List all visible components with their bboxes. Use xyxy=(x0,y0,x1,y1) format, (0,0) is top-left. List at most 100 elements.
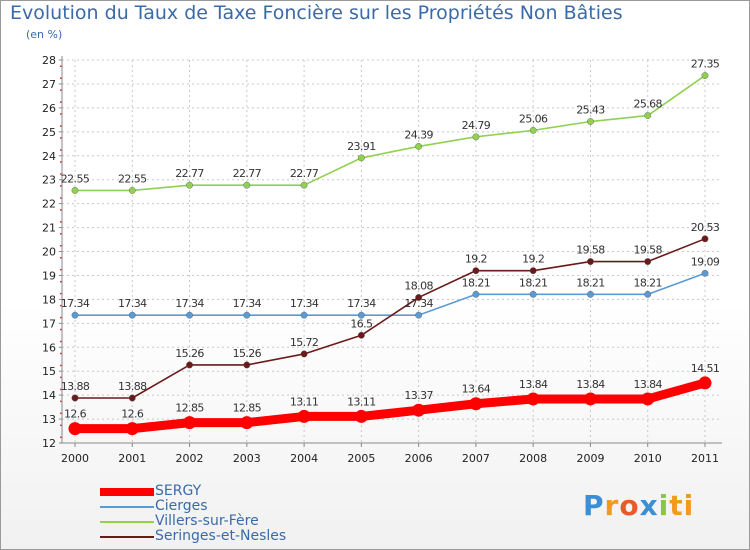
x-tick-label: 2002 xyxy=(176,452,204,465)
data-point-sergy xyxy=(240,416,254,430)
y-tick-label: 21 xyxy=(42,222,56,235)
y-minor-tick xyxy=(60,149,62,151)
data-label-seringes-et-nesles: 19.2 xyxy=(522,253,544,266)
y-tick-label: 23 xyxy=(42,174,56,187)
data-label-cierges: 17.34 xyxy=(118,297,147,310)
data-point-seringes-et-nesles xyxy=(186,361,193,369)
y-minor-tick xyxy=(60,125,62,127)
data-label-sergy: 13.84 xyxy=(576,378,605,391)
series-line-seringes-et-nesles xyxy=(74,238,706,399)
data-point-villers-sur-fere xyxy=(415,143,423,150)
y-tick-label: 28 xyxy=(42,54,56,67)
data-label-seringes-et-nesles: 15.72 xyxy=(290,336,319,349)
series-line-villers-sur-fere xyxy=(74,74,706,192)
legend-item-cierges: Cierges xyxy=(100,498,400,514)
y-minor-tick xyxy=(60,77,62,79)
data-point-cierges xyxy=(587,290,594,298)
y-minor-tick xyxy=(60,328,62,331)
data-label-seringes-et-nesles: 15.26 xyxy=(233,347,262,360)
data-label-villers-sur-fere: 24.79 xyxy=(462,119,491,132)
y-minor-tick xyxy=(60,400,62,403)
data-label-seringes-et-nesles: 19.58 xyxy=(633,244,662,257)
x-tick-label: 2003 xyxy=(233,452,261,465)
data-label-cierges: 18.21 xyxy=(519,276,548,289)
data-label-villers-sur-fere: 25.43 xyxy=(576,104,605,117)
data-point-seringes-et-nesles xyxy=(71,394,79,402)
x-tick-label: 2000 xyxy=(61,452,89,465)
data-label-seringes-et-nesles: 13.88 xyxy=(118,380,147,393)
data-label-cierges: 18.21 xyxy=(576,276,605,289)
data-point-sergy xyxy=(698,376,712,390)
legend-swatch-seringes-et-nesles xyxy=(100,536,154,538)
data-point-sergy xyxy=(641,392,655,406)
y-tick-label: 17 xyxy=(42,317,56,330)
data-point-sergy xyxy=(469,397,483,411)
data-point-seringes-et-nesles xyxy=(357,331,365,339)
y-unit-label: (en %) xyxy=(26,28,63,41)
y-minor-tick xyxy=(60,352,62,355)
data-point-sergy xyxy=(68,422,82,436)
grid-lines xyxy=(62,59,722,444)
data-point-villers-sur-fere xyxy=(472,133,480,141)
legend-swatch-villers-sur-fere xyxy=(100,521,154,523)
data-point-villers-sur-fere xyxy=(243,181,251,189)
data-label-villers-sur-fere: 24.39 xyxy=(404,128,433,141)
data-label-cierges: 17.34 xyxy=(233,297,262,310)
data-point-cierges xyxy=(71,311,79,319)
data-point-cierges xyxy=(128,311,136,319)
legend-label-cierges: Cierges xyxy=(155,498,208,514)
y-tick-label: 20 xyxy=(42,246,56,259)
data-label-villers-sur-fere: 23.91 xyxy=(347,140,376,153)
data-label-cierges: 17.34 xyxy=(347,297,376,310)
y-tick-label: 18 xyxy=(42,293,56,306)
data-point-villers-sur-fere xyxy=(644,112,652,119)
data-label-villers-sur-fere: 25.06 xyxy=(519,112,548,125)
y-tick-label: 19 xyxy=(42,269,56,282)
data-label-sergy: 12.85 xyxy=(233,402,262,415)
data-label-sergy: 13.11 xyxy=(290,395,319,408)
y-minor-tick xyxy=(60,340,62,343)
legend-swatch-cierges xyxy=(100,506,154,508)
data-label-cierges: 17.34 xyxy=(175,297,204,310)
y-tick-label: 15 xyxy=(42,365,56,378)
x-tick-label: 2009 xyxy=(576,452,604,465)
chart-title: Evolution du Taux de Taxe Foncière sur l… xyxy=(10,2,623,24)
data-label-villers-sur-fere: 22.55 xyxy=(118,172,147,185)
y-minor-tick xyxy=(60,304,62,307)
data-label-sergy: 12.6 xyxy=(121,408,144,421)
legend-swatch-sergy xyxy=(100,488,154,496)
y-tick-label: 25 xyxy=(42,126,56,139)
y-minor-tick xyxy=(60,185,62,187)
data-point-cierges xyxy=(243,311,251,319)
data-label-sergy: 13.37 xyxy=(404,389,433,402)
legend-item-seringes-et-nesles: Seringes-et-Nesles xyxy=(100,528,400,544)
y-minor-tick xyxy=(60,89,62,91)
data-point-cierges xyxy=(644,290,652,298)
data-point-sergy xyxy=(526,392,540,406)
data-point-seringes-et-nesles xyxy=(587,258,594,265)
x-tick-label: 2007 xyxy=(462,452,490,465)
y-minor-tick xyxy=(60,137,62,139)
data-point-villers-sur-fere xyxy=(128,187,136,194)
data-label-villers-sur-fere: 25.68 xyxy=(633,98,662,111)
y-tick-label: 12 xyxy=(42,437,56,450)
data-label-villers-sur-fere: 27.35 xyxy=(691,58,720,71)
data-label-villers-sur-fere: 22.77 xyxy=(290,167,319,180)
data-label-cierges: 18.21 xyxy=(633,276,662,289)
y-minor-tick xyxy=(60,173,62,175)
y-minor-tick xyxy=(60,161,62,163)
x-tick-label: 2004 xyxy=(290,452,318,465)
data-point-cierges xyxy=(529,290,537,298)
proxiti-logo: Proxiti xyxy=(583,489,695,522)
data-label-seringes-et-nesles: 13.88 xyxy=(61,380,90,393)
y-minor-tick xyxy=(60,245,62,247)
data-label-sergy: 13.64 xyxy=(462,383,491,396)
data-point-villers-sur-fere xyxy=(300,181,308,189)
y-tick-label: 24 xyxy=(42,150,56,163)
data-point-villers-sur-fere xyxy=(587,118,594,125)
data-point-seringes-et-nesles xyxy=(300,350,308,358)
x-tick-label: 2011 xyxy=(691,452,719,465)
y-minor-tick xyxy=(60,412,62,415)
